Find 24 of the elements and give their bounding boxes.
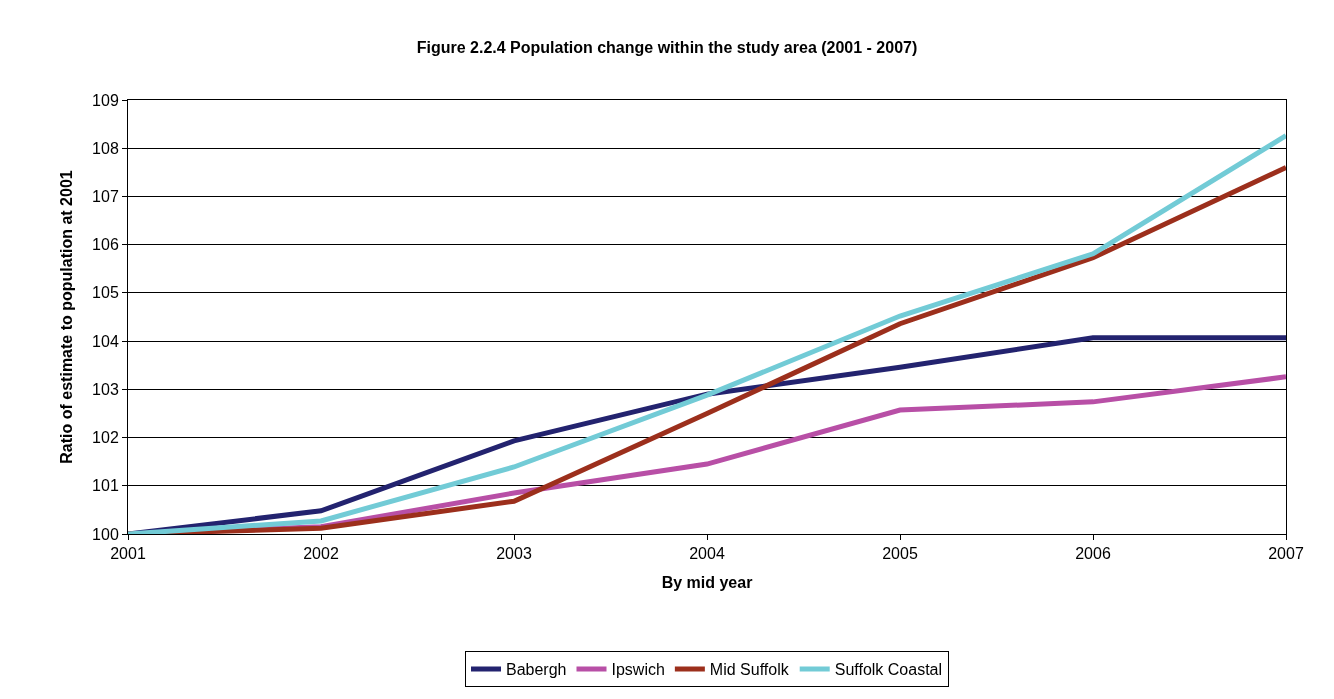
x-tick-label: 2003 bbox=[496, 545, 532, 563]
y-tick-label: 100 bbox=[92, 525, 119, 543]
y-tick-label: 103 bbox=[92, 380, 119, 398]
y-tick-label: 107 bbox=[92, 188, 119, 206]
x-tick-label: 2007 bbox=[1268, 545, 1304, 563]
y-axis-title: Ratio of estimate to population at 2001 bbox=[58, 170, 75, 464]
x-tick-label: 2002 bbox=[303, 545, 339, 563]
y-tick-label: 108 bbox=[92, 139, 119, 157]
y-tick-label: 109 bbox=[92, 91, 119, 109]
legend-label: Babergh bbox=[506, 661, 567, 679]
x-tick-label: 2006 bbox=[1075, 545, 1111, 563]
y-tick-label: 102 bbox=[92, 429, 119, 447]
y-tick-label: 104 bbox=[92, 332, 119, 350]
x-tick-label: 2001 bbox=[110, 545, 146, 563]
chart-title: Figure 2.2.4 Population change within the study area (2001 - 2007) bbox=[416, 39, 918, 57]
legend-label: Suffolk Coastal bbox=[834, 661, 943, 679]
y-tick-label: 105 bbox=[92, 284, 119, 302]
y-tick-label: 101 bbox=[92, 477, 119, 495]
x-tick-label: 2004 bbox=[689, 545, 725, 563]
y-tick-label: 106 bbox=[92, 236, 119, 254]
legend-label: Mid Suffolk bbox=[709, 661, 790, 679]
x-axis-title: By mid year bbox=[661, 573, 753, 591]
legend-label: Ipswich bbox=[611, 661, 665, 679]
x-tick-label: 2005 bbox=[882, 545, 918, 563]
